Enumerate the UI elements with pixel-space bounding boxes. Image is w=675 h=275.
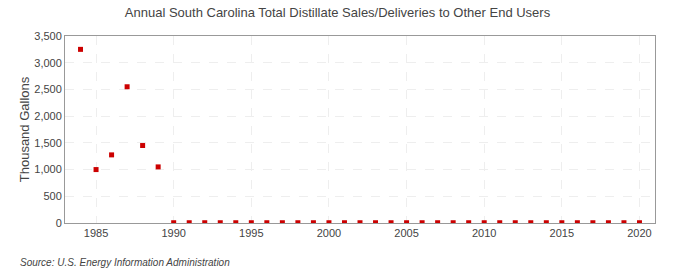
svg-text:2015: 2015 [550, 227, 574, 239]
svg-text:1985: 1985 [84, 227, 108, 239]
svg-text:2005: 2005 [394, 227, 418, 239]
svg-text:1,500: 1,500 [34, 137, 62, 149]
svg-text:Source: U.S. Energy Informatio: Source: U.S. Energy Information Administ… [20, 257, 230, 268]
svg-text:2020: 2020 [627, 227, 651, 239]
svg-text:3,500: 3,500 [34, 30, 62, 42]
svg-text:2,000: 2,000 [34, 110, 62, 122]
svg-text:3,000: 3,000 [34, 57, 62, 69]
svg-text:1,000: 1,000 [34, 163, 62, 175]
svg-text:Annual South Carolina Total Di: Annual South Carolina Total Distillate S… [125, 5, 551, 20]
svg-text:2,500: 2,500 [34, 83, 62, 95]
svg-text:1995: 1995 [239, 227, 263, 239]
svg-text:500: 500 [43, 190, 61, 202]
svg-text:Thousand Gallons: Thousand Gallons [17, 76, 32, 182]
svg-text:2000: 2000 [317, 227, 341, 239]
svg-text:2010: 2010 [472, 227, 496, 239]
svg-text:1990: 1990 [161, 227, 185, 239]
svg-text:0: 0 [56, 217, 62, 229]
